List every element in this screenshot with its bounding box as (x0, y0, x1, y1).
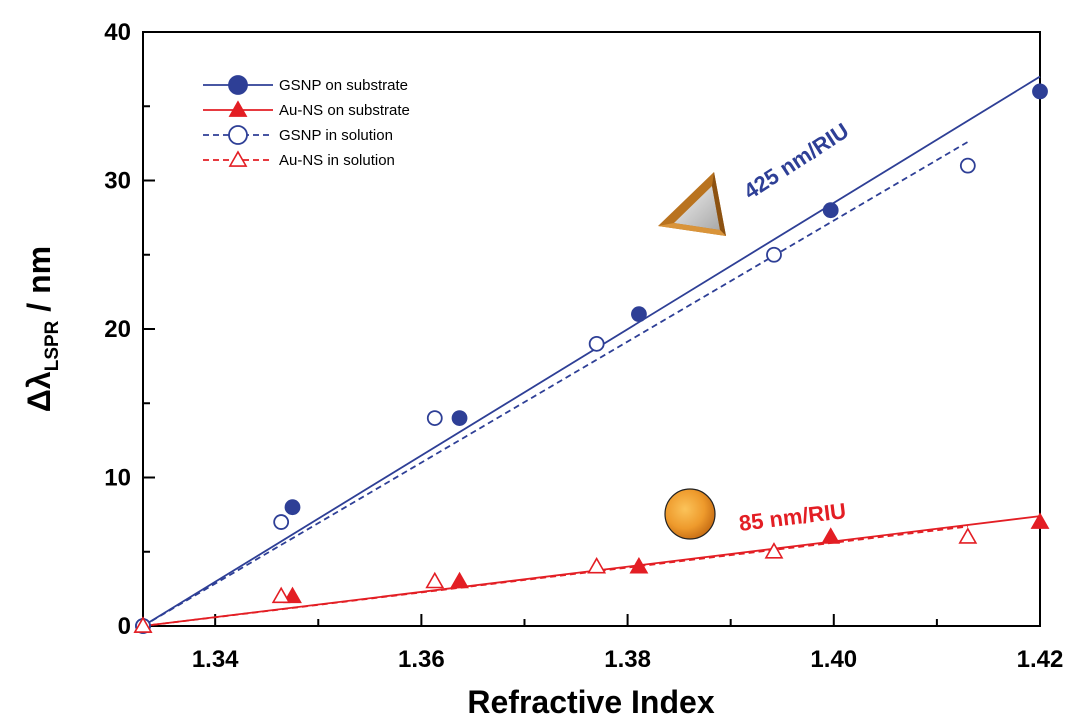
data-point (283, 586, 302, 604)
x-tick-label: 1.34 (192, 646, 239, 673)
data-point (587, 556, 607, 574)
data-point (821, 527, 841, 544)
data-point (284, 499, 301, 516)
y-tick-label: 20 (104, 316, 131, 343)
y-axis-title-sub: LSPR (42, 320, 63, 371)
y-axis-title-main: Δλ (21, 371, 57, 412)
fit-line (142, 525, 968, 627)
x-tick-label: 1.40 (810, 646, 857, 673)
data-point (271, 586, 291, 604)
legend: GSNP on substrate Au-NS on substrate GSNP … (203, 75, 410, 169)
legend-marker (228, 75, 248, 95)
legend-label: GSNP on substrate (279, 77, 408, 94)
x-tick-label: 1.42 (1017, 646, 1064, 673)
data-points (133, 83, 1050, 634)
legend-label: Au-NS on substrate (279, 102, 410, 119)
data-point (451, 410, 468, 427)
data-point (629, 556, 649, 574)
data-point (588, 335, 605, 352)
data-point (133, 616, 153, 633)
axes: 0 10 20 30 40 1.34 1.36 1.38 1.40 1.42 (104, 19, 1063, 673)
data-point (631, 306, 647, 323)
nanoprism-triangle-icon (658, 172, 726, 236)
data-point (425, 571, 445, 589)
legend-label: GSNP in solution (279, 127, 393, 144)
fit-line (142, 141, 969, 627)
data-point (822, 202, 839, 219)
legend-marker (228, 100, 248, 117)
legend-marker (228, 150, 248, 167)
x-tick-label: 1.36 (398, 646, 445, 673)
y-tick-label: 0 (118, 613, 131, 640)
y-tick-label: 40 (104, 19, 131, 46)
data-point (426, 410, 443, 427)
y-axis-title-unit: / nm (21, 246, 57, 321)
data-point (273, 514, 290, 530)
data-point (766, 246, 782, 263)
y-tick-label: 10 (104, 465, 131, 492)
data-point (958, 527, 978, 544)
legend-marker (228, 125, 248, 145)
annotation-gsnp-slope: 425 nm/RIU (739, 118, 853, 204)
y-tick-label: 30 (104, 168, 131, 195)
plot-frame (142, 31, 1041, 627)
x-axis-title: Refractive Index (467, 684, 714, 720)
fit-line (142, 75, 1041, 627)
data-point (1030, 512, 1050, 529)
data-point (959, 157, 976, 174)
data-point (450, 571, 469, 589)
y-axis-title: ΔλLSPR / nm (21, 246, 63, 412)
x-tick-label: 1.38 (604, 646, 651, 673)
fit-lines (142, 75, 1041, 627)
data-point (1032, 83, 1048, 100)
data-point (764, 542, 784, 559)
legend-label: Au-NS in solution (279, 152, 395, 169)
nanosphere-icon (664, 488, 716, 540)
